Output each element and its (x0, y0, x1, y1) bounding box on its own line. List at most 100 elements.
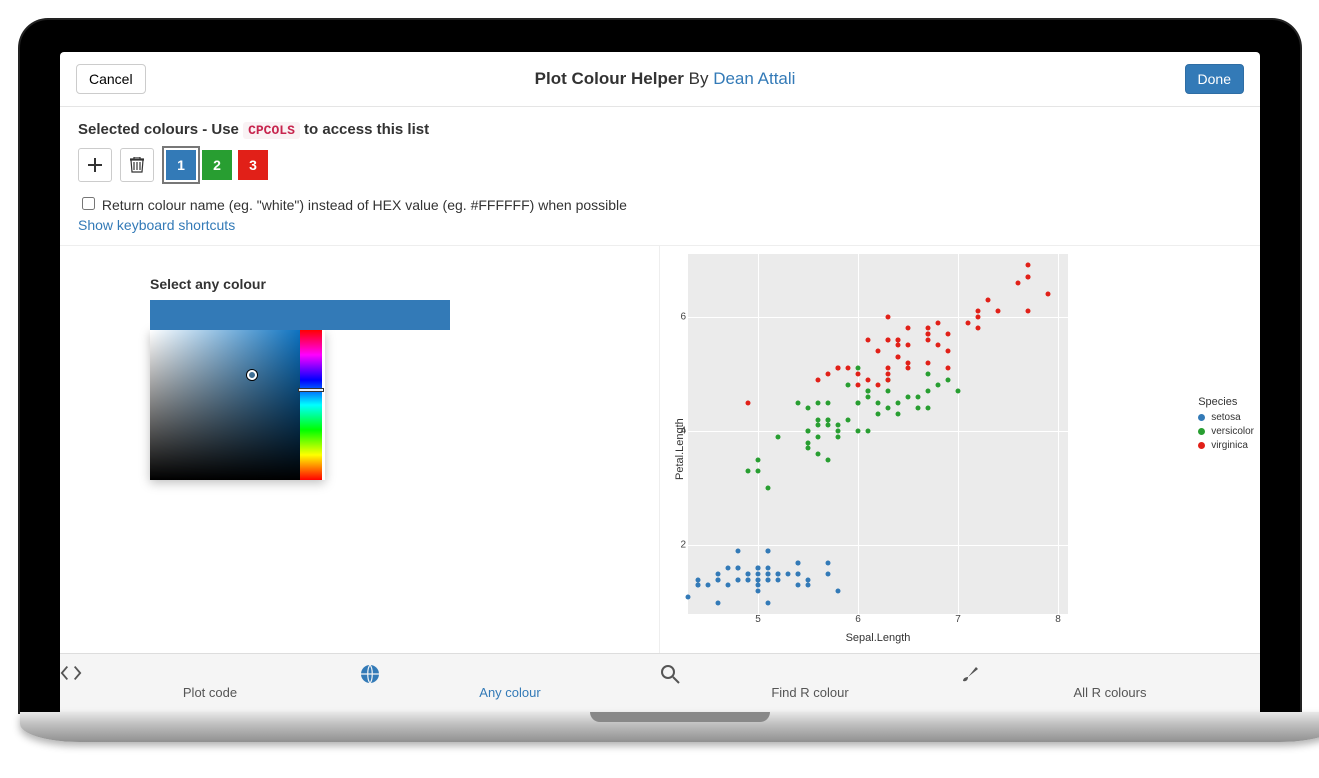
footer-tabs: Plot codeAny colour Find R colour All R co… (60, 653, 1260, 712)
point-versicolor (826, 417, 831, 422)
hue-pane[interactable] (300, 330, 322, 480)
return-name-checkbox[interactable] (82, 197, 95, 210)
point-versicolor (756, 469, 761, 474)
point-versicolor (926, 406, 931, 411)
tab-find-r[interactable]: Find R colour (660, 654, 960, 712)
point-versicolor (806, 406, 811, 411)
point-setosa (756, 589, 761, 594)
point-setosa (796, 583, 801, 588)
tab-plot-code[interactable]: Plot code (60, 654, 360, 712)
done-button[interactable]: Done (1185, 64, 1244, 94)
colour-swatch-2[interactable]: 2 (202, 150, 232, 180)
point-virginica (836, 366, 841, 371)
delete-colour-button[interactable] (120, 148, 154, 182)
point-virginica (896, 343, 901, 348)
point-setosa (736, 577, 741, 582)
point-versicolor (756, 457, 761, 462)
legend-dot (1198, 442, 1205, 449)
point-versicolor (836, 434, 841, 439)
point-versicolor (816, 400, 821, 405)
x-ticks: 5678 (688, 614, 1068, 628)
add-colour-button[interactable] (78, 148, 112, 182)
point-virginica (846, 366, 851, 371)
colour-swatches: 123 (166, 150, 268, 180)
point-virginica (896, 354, 901, 359)
point-versicolor (866, 394, 871, 399)
point-virginica (886, 314, 891, 319)
point-setosa (776, 572, 781, 577)
point-virginica (906, 366, 911, 371)
tab-all-r[interactable]: All R colours (960, 654, 1260, 712)
colour-input[interactable] (150, 300, 450, 330)
tab-label: Find R colour (771, 685, 848, 700)
y-tick: 4 (680, 426, 686, 437)
point-setosa (696, 583, 701, 588)
point-setosa (826, 560, 831, 565)
tab-any-colour[interactable]: Any colour (360, 654, 660, 712)
point-setosa (796, 572, 801, 577)
point-versicolor (956, 389, 961, 394)
cancel-button[interactable]: Cancel (76, 64, 146, 94)
colour-swatch-3[interactable]: 3 (238, 150, 268, 180)
point-versicolor (806, 440, 811, 445)
point-virginica (926, 326, 931, 331)
point-virginica (976, 309, 981, 314)
point-versicolor (776, 434, 781, 439)
point-virginica (856, 372, 861, 377)
sv-cursor[interactable] (247, 370, 257, 380)
point-setosa (756, 572, 761, 577)
point-setosa (806, 577, 811, 582)
point-setosa (716, 577, 721, 582)
trash-icon (130, 157, 144, 173)
legend-label: setosa (1211, 412, 1240, 423)
point-setosa (766, 566, 771, 571)
modal-header: Cancel Plot Colour Helper By Dean Attali… (60, 52, 1260, 107)
point-setosa (746, 572, 751, 577)
hue-slider[interactable] (298, 388, 324, 392)
point-versicolor (866, 389, 871, 394)
point-versicolor (816, 434, 821, 439)
point-setosa (726, 583, 731, 588)
point-virginica (946, 366, 951, 371)
point-versicolor (846, 417, 851, 422)
y-tick: 6 (680, 311, 686, 322)
point-versicolor (806, 446, 811, 451)
laptop-frame: Cancel Plot Colour Helper By Dean Attali… (20, 20, 1300, 712)
selected-colours-heading: Selected colours - Use CPCOLS to access … (78, 121, 1242, 138)
code-icon (60, 664, 360, 682)
point-virginica (876, 349, 881, 354)
point-versicolor (806, 429, 811, 434)
point-virginica (1026, 274, 1031, 279)
point-virginica (1026, 309, 1031, 314)
point-virginica (1016, 280, 1021, 285)
return-name-label-wrap[interactable]: Return colour name (eg. "white") instead… (78, 197, 627, 213)
x-tick: 7 (955, 614, 961, 625)
point-versicolor (826, 457, 831, 462)
point-virginica (926, 332, 931, 337)
legend-item-setosa: setosa (1198, 412, 1254, 423)
point-virginica (926, 337, 931, 342)
point-versicolor (816, 452, 821, 457)
point-virginica (886, 377, 891, 382)
saturation-value-pane[interactable] (150, 330, 300, 480)
selected-prefix: Selected colours - Use (78, 121, 243, 138)
point-setosa (836, 589, 841, 594)
point-virginica (906, 326, 911, 331)
laptop-notch (590, 712, 770, 722)
point-virginica (876, 383, 881, 388)
point-setosa (716, 572, 721, 577)
y-tick: 2 (680, 540, 686, 551)
point-versicolor (746, 469, 751, 474)
author-link[interactable]: Dean Attali (713, 69, 795, 88)
shortcuts-link[interactable]: Show keyboard shortcuts (78, 217, 1242, 233)
colour-swatch-1[interactable]: 1 (166, 150, 196, 180)
point-versicolor (836, 423, 841, 428)
picker-label: Select any colour (150, 276, 659, 292)
plot-main: 246 5678 Sepal.Length (688, 254, 1256, 644)
point-setosa (716, 600, 721, 605)
point-versicolor (926, 389, 931, 394)
point-setosa (736, 566, 741, 571)
x-tick: 5 (755, 614, 761, 625)
scatter-plot (688, 254, 1068, 614)
point-virginica (976, 314, 981, 319)
